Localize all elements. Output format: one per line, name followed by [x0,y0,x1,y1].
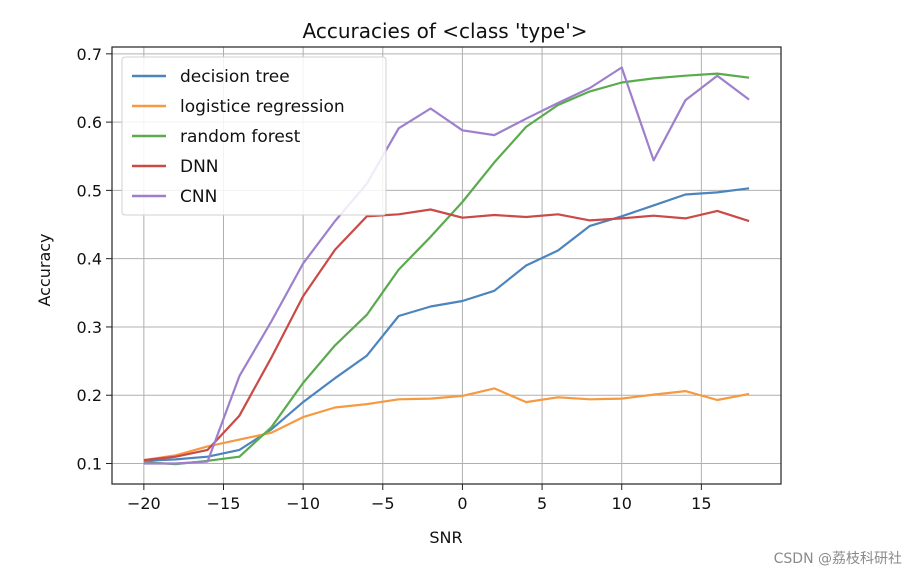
series-line-random-forest [143,72,750,466]
x-tick-label: −5 [371,494,395,513]
x-axis-label: SNR [429,528,462,547]
series-lines [143,66,750,466]
series-line-cnn [143,66,750,465]
watermark-text: CSDN @荔枝科研社 [773,551,902,567]
legend-label-decision-tree: decision tree [180,67,290,87]
x-tick-label: 15 [691,494,711,513]
y-tick-label: 0.4 [77,250,102,269]
legend-label-dnn: DNN [180,157,219,177]
y-tick-label: 0.2 [77,386,102,405]
y-axis-ticks: 0.1 0.2 0.3 0.4 0.5 0.6 0.7 [77,45,112,474]
legend: decision tree logistice regression random … [121,56,387,216]
y-tick-label: 0.7 [77,45,102,64]
legend-label-random-forest: random forest [180,127,301,147]
legend-label-cnn: CNN [180,187,217,207]
grid [112,47,781,484]
x-tick-label: 10 [612,494,632,513]
series-line-logistice-regression [143,387,750,462]
series-line-decision-tree [143,187,750,462]
y-tick-label: 0.1 [77,455,102,474]
chart-title: Accuracies of <class 'type'> [303,19,588,43]
legend-box [121,56,387,216]
x-tick-label: −20 [127,494,161,513]
x-tick-label: −15 [207,494,241,513]
y-axis-label: Accuracy [35,233,54,306]
x-tick-label: −10 [286,494,320,513]
y-tick-label: 0.5 [77,181,102,200]
legend-label-logistice-regression: logistice regression [180,97,345,117]
x-tick-label: 5 [537,494,547,513]
y-tick-label: 0.6 [77,113,102,132]
plot-frame [111,46,782,485]
x-tick-label: 0 [457,494,467,513]
y-tick-label: 0.3 [77,318,102,337]
x-axis-ticks: −20 −15 −10 −5 0 5 10 15 [127,484,712,513]
series-line-dnn [143,208,750,462]
